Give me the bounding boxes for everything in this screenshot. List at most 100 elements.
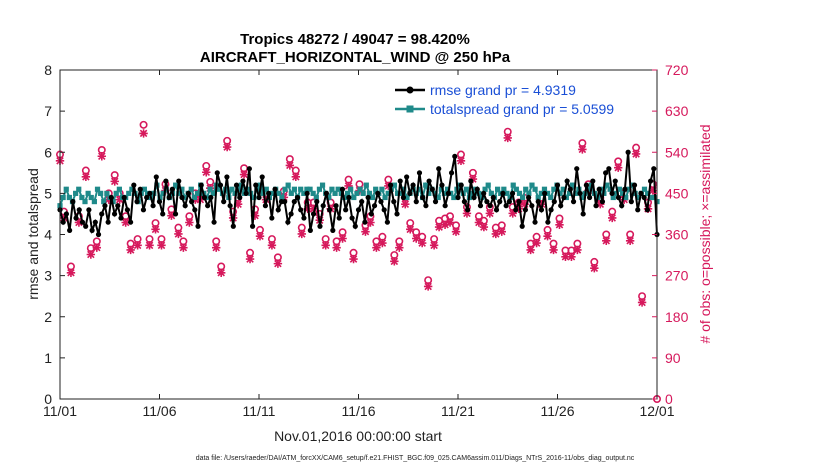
rmse-point: [548, 207, 554, 213]
rmse-point: [551, 199, 557, 205]
obs-assimilated-point: [561, 252, 570, 261]
rmse-point: [243, 190, 249, 196]
rmse-point: [89, 227, 95, 233]
totalspread-point: [113, 190, 119, 196]
rmse-point: [195, 223, 201, 229]
rmse-point: [233, 182, 240, 188]
rmse-point: [92, 219, 98, 225]
rmse-point: [567, 186, 573, 192]
obs-assimilated-point: [349, 254, 358, 264]
rmse-point: [445, 190, 451, 196]
rmse-point: [651, 166, 657, 172]
rmse-point: [432, 199, 439, 205]
rmse-point: [272, 186, 278, 192]
obs-assimilated-point: [273, 259, 283, 268]
obs-assimilated-point: [126, 245, 135, 255]
totalspread-point: [351, 194, 357, 201]
totalspread-point: [604, 182, 610, 188]
y-left-tick-label: 8: [44, 62, 52, 78]
totalspread-point: [73, 190, 79, 196]
chart-title-line2: AIRCRAFT_HORIZONTAL_WIND @ 250 hPa: [200, 49, 511, 66]
rmse-point: [269, 215, 275, 221]
y-right-tick-label: 540: [665, 144, 689, 160]
rmse-point: [442, 203, 448, 209]
rmse-point: [436, 166, 442, 172]
rmse-point: [201, 194, 208, 201]
rmse-point: [580, 211, 586, 217]
rmse-point: [102, 203, 108, 209]
rmse-point: [153, 174, 159, 180]
obs-assimilated-point: [429, 241, 439, 250]
rmse-point: [452, 153, 458, 159]
rmse-point: [320, 203, 326, 209]
obs-assimilated-point: [361, 227, 370, 236]
rmse-point: [558, 203, 564, 209]
totalspread-point: [566, 190, 573, 196]
rmse-point: [532, 219, 538, 225]
rmse-point: [163, 178, 169, 184]
totalspread-point: [60, 194, 66, 201]
rmse-point: [282, 199, 288, 205]
rmse-point: [63, 211, 70, 217]
obs-assimilated-point: [285, 161, 295, 170]
rmse-point: [217, 182, 224, 188]
obs-assimilated-point: [423, 282, 433, 291]
obs-assimilated-point: [390, 257, 399, 266]
totalspread-point: [229, 186, 235, 192]
obs-assimilated-point: [468, 174, 478, 184]
totalspread-point: [329, 186, 335, 192]
totalspread-point: [626, 186, 632, 192]
totalspread-point: [441, 190, 448, 196]
obs-assimilated-point: [86, 250, 96, 259]
totalspread-point: [82, 199, 88, 205]
rmse-point: [384, 219, 390, 225]
obs-assimilated-point: [121, 218, 130, 227]
rmse-point: [336, 215, 342, 221]
obs-assimilated-point: [520, 200, 529, 209]
y-right-tick-label: 90: [665, 350, 681, 366]
rmse-point: [490, 194, 496, 201]
rmse-point: [115, 203, 121, 209]
rmse-point: [586, 194, 593, 201]
rmse-point: [224, 174, 230, 180]
totalspread-point: [360, 190, 366, 196]
totalspread-point: [344, 190, 351, 196]
rmse-point: [227, 203, 233, 209]
rmse-point: [606, 166, 612, 172]
rmse-point: [60, 219, 66, 225]
totalspread-point: [570, 182, 576, 188]
totalspread-point: [557, 190, 563, 196]
rmse-point: [522, 207, 529, 213]
totalspread-point: [182, 194, 188, 201]
rmse-point: [176, 178, 182, 184]
rmse-point: [481, 190, 487, 196]
obs-assimilated-point: [145, 241, 154, 250]
totalspread-point: [488, 190, 494, 196]
rmse-point: [208, 194, 214, 201]
rmse-point: [230, 223, 236, 229]
rmse-point: [487, 203, 493, 209]
rmse-point: [124, 207, 131, 213]
totalspread-point: [560, 186, 566, 192]
obs-assimilated-point: [543, 232, 552, 241]
rmse-point: [420, 194, 426, 201]
rmse-point: [172, 211, 179, 217]
rmse-point: [349, 215, 355, 221]
x-axis-ticks: 11/01 11/06 11/11 11/16 11/21 11/26 12/01: [43, 70, 675, 419]
totalspread-point: [382, 194, 388, 201]
totalspread-point: [379, 186, 385, 192]
totalspread-point: [194, 190, 201, 196]
rmse-point: [79, 219, 86, 225]
rmse-point: [365, 194, 371, 201]
rmse-point: [465, 207, 471, 213]
legend-label-totalspread: totalspread grand pr = 5.0599: [430, 101, 614, 117]
rmse-point: [509, 190, 516, 196]
rmse-point: [262, 203, 269, 209]
rmse-point: [362, 219, 368, 225]
obs-assimilated-point: [440, 220, 450, 229]
rmse-point: [105, 219, 111, 225]
obs-assimilated-point: [66, 268, 76, 277]
rmse-point: [211, 219, 217, 225]
rmse-point: [298, 207, 304, 213]
obs-assimilated-point: [508, 209, 517, 218]
